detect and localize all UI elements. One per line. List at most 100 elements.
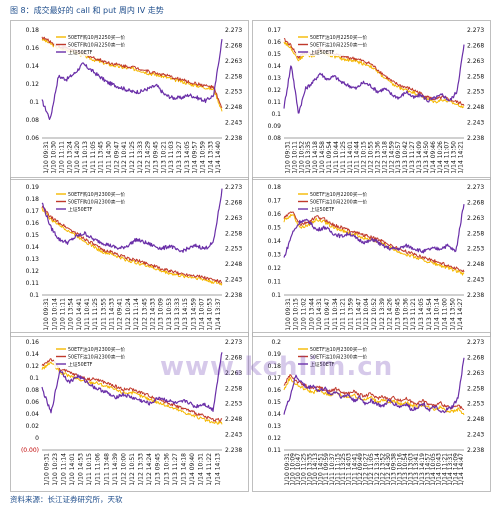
x-tick-label: 1/14 13:33 (207, 141, 214, 174)
x-tick-label: 1/14 11:21 (441, 453, 448, 486)
y-right-tick-label: 2.258 (467, 385, 484, 392)
y-left-tick-label: 0.12 (268, 265, 282, 272)
x-tick-label: 1/12 11:14 (133, 298, 140, 331)
figure-title: 图 8：成交最好的 call 和 put 周内 IV 走势 (10, 6, 164, 15)
x-tick-label: 1/14 13:50 (451, 141, 458, 174)
y-left-tick-label: 0.14 (268, 238, 282, 245)
y-right-tick-label: 2.248 (467, 261, 484, 268)
x-tick-label: 1/11 13:59 (348, 298, 355, 331)
y-left-tick-label: 0.16 (26, 45, 40, 52)
y-right-tick-label: 2.258 (225, 385, 242, 392)
x-tick-label: 1/10 14:51 (318, 453, 325, 486)
y-right-tick-label: 2.268 (467, 42, 484, 49)
y-left-tick-label: 0.11 (268, 99, 282, 106)
y-left-tick-label: 0.11 (268, 447, 282, 454)
y-left-tick-label: 0.18 (26, 27, 40, 34)
series-line (41, 352, 223, 414)
x-tick-label: 1/11 13:25 (340, 453, 347, 486)
series-line (41, 207, 223, 286)
legend-label: 50ETF购10月2300买一价 (68, 191, 125, 198)
y-right-tick-label: 2.273 (225, 27, 242, 34)
x-tick-label: 1/11 10:44 (333, 141, 340, 174)
y-right-tick-label: 2.268 (467, 354, 484, 361)
y-right-tick-label: 2.253 (225, 401, 242, 408)
x-tick-label: 1/14 10:59 (199, 141, 206, 174)
x-tick-label: 1/12 14:33 (149, 298, 156, 331)
x-tick-label: 1/13 11:21 (410, 298, 417, 331)
x-tick-label: 1/13 11:27 (172, 453, 179, 486)
legend-label: 上证50ETF (68, 361, 93, 368)
x-tick-label: 1/10 10:30 (51, 141, 58, 174)
chart-panel-put-2300-a: (0.00) 0 0.02 0.04 0.06 0.08 0.1 0.12 0.14 0.16 2.… (10, 332, 249, 492)
x-tick-label: 1/13 14:59 (190, 298, 197, 331)
x-tick-label: 1/10 11:25 (301, 453, 308, 486)
x-tick-label: 1/12 14:59 (388, 141, 395, 174)
x-tick-label: 1/13 14:09 (416, 141, 423, 174)
x-tick-label: 1/11 09:47 (324, 298, 331, 331)
x-tick-label: 1/10 10:47 (295, 453, 302, 486)
y-left-tick-label: 0 (35, 435, 39, 442)
x-tick-label: 1/12 13:45 (141, 298, 148, 331)
y-left-tick-label: 0.19 (268, 351, 282, 358)
y-right-tick-label: 2.248 (467, 104, 484, 111)
y-right-tick-label: 2.273 (225, 184, 242, 191)
source-note: 资料来源：长江证券研究所，天软 (10, 495, 123, 504)
y-right-tick-label: 2.263 (467, 58, 484, 65)
y-right-tick-label: 2.238 (467, 292, 484, 299)
x-tick-label: 1/10 14:31 (316, 298, 323, 331)
y-right-tick-label: 2.238 (467, 447, 484, 454)
x-tick-label: 1/13 13:33 (174, 298, 181, 331)
x-tick-label: 1/13 14:18 (180, 453, 187, 486)
y-right-tick-label: 2.238 (467, 135, 484, 142)
y-right-tick-label: 2.273 (225, 339, 242, 346)
x-tick-label: 1/11 14:39 (112, 453, 119, 486)
x-tick-label: 1/11 11:25 (92, 298, 99, 331)
x-tick-label: 1/14 11:00 (441, 298, 448, 331)
x-tick-label: 1/13 14:57 (424, 453, 431, 486)
panel-frame (252, 332, 491, 492)
y-left-tick-label: 0.02 (26, 423, 40, 430)
y-right-tick-label: 2.243 (225, 277, 242, 284)
chart-svg: 0.1 0.11 0.12 0.13 0.14 0.15 0.16 0.17 0.18 2.238… (252, 177, 491, 337)
y-right-tick-label: 2.248 (225, 104, 242, 111)
y-right-tick-label: 2.268 (467, 199, 484, 206)
y-left-tick-label: 0.16 (268, 211, 282, 218)
x-tick-label: 1/12 14:24 (146, 453, 153, 486)
panel-frame (10, 177, 249, 337)
x-tick-label: 1/10 11:11 (59, 298, 66, 331)
y-right-tick-label: 2.253 (467, 246, 484, 253)
x-tick-label: 1/10 13:54 (68, 298, 75, 331)
x-tick-label: 1/13 14:15 (182, 298, 189, 331)
y-left-tick-label: 0.15 (26, 232, 40, 239)
y-left-tick-label: 0.16 (268, 39, 282, 46)
legend-label: 上证50ETF (310, 206, 335, 213)
x-tick-label: 1/14 11:22 (206, 453, 213, 486)
x-tick-label: 1/12 13:14 (374, 453, 381, 486)
y-right-tick-label: 2.238 (225, 292, 242, 299)
legend-box (296, 344, 374, 368)
y-right-tick-label: 2.243 (225, 432, 242, 439)
y-left-tick-label: 0.08 (268, 135, 282, 142)
y-left-tick-label: 0.2 (271, 339, 281, 346)
x-tick-label: 1/11 09:59 (323, 453, 330, 486)
legend-label: 上证50ETF (68, 49, 93, 56)
x-tick-label: 1/14 09:40 (189, 453, 196, 486)
y-left-tick-label: 0.12 (268, 435, 282, 442)
x-tick-label: 1/10 09:31 (284, 453, 291, 486)
legend-label: 50ETF沽10月2250卖一价 (310, 41, 367, 48)
x-tick-label: 1/10 14:01 (69, 453, 76, 486)
legend-label: 上证50ETF (310, 361, 335, 368)
y-left-tick-label: 0.12 (26, 363, 40, 370)
x-tick-label: 1/11 14:47 (355, 298, 362, 331)
legend-label: 50ETF沽10月2300卖一价 (310, 353, 367, 360)
x-tick-label: 1/11 13:55 (100, 298, 107, 331)
x-tick-label: 1/12 13:52 (379, 453, 386, 486)
y-left-tick-label: 0.14 (26, 351, 40, 358)
y-left-tick-label: 0.15 (268, 225, 282, 232)
x-tick-label: 1/13 09:45 (155, 453, 162, 486)
y-left-tick-label: 0.06 (26, 399, 40, 406)
x-tick-label: 1/10 10:14 (51, 298, 58, 331)
x-tick-label: 1/11 14:44 (354, 141, 361, 174)
y-left-tick-label: 0.13 (268, 423, 282, 430)
x-tick-label: 1/14 14:09 (453, 453, 460, 486)
